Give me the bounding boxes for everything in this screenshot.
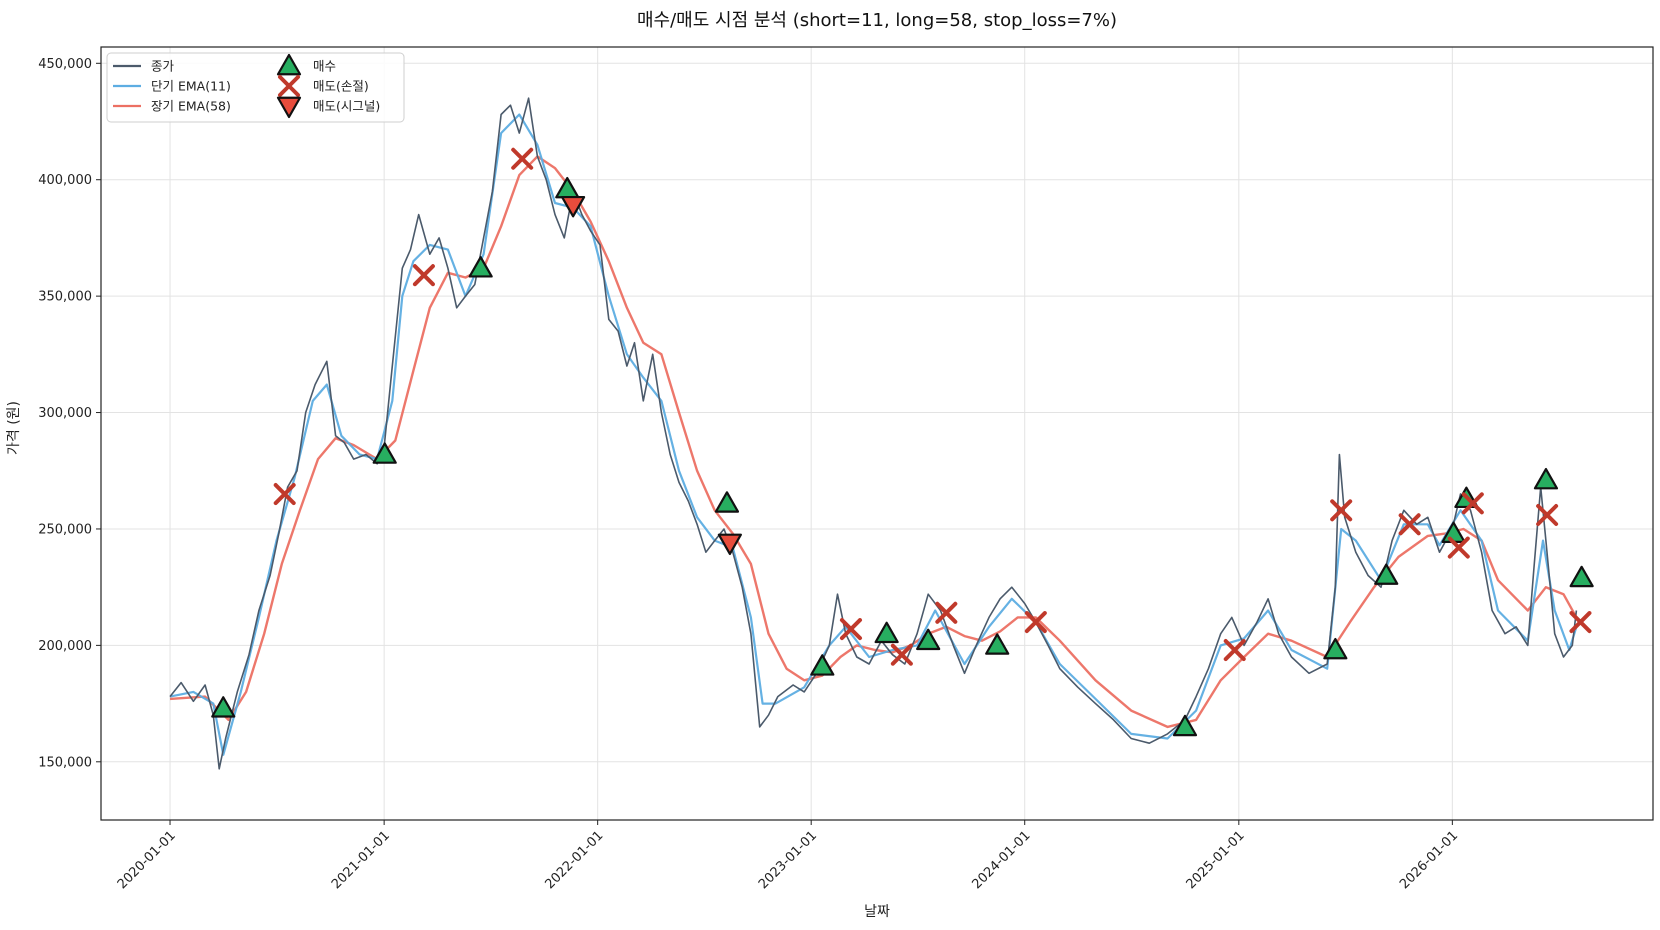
legend-label: 장기 EMA(58) [151, 99, 231, 114]
buy-marker [810, 654, 835, 676]
sell-stop-marker-stroke [1024, 611, 1047, 634]
series-close-line [169, 97, 1578, 770]
buy-marker [1323, 637, 1348, 660]
legend-label: 종가 [151, 59, 175, 74]
legend-swatch-buy [276, 53, 302, 76]
legend-label: 매수 [313, 59, 336, 74]
sell-signal-marker [717, 533, 742, 556]
plot-frame [100, 46, 1654, 821]
series-short-ema-line [169, 113, 1578, 756]
sell-stop-marker-stroke [1398, 513, 1421, 536]
sell-stop-marker [412, 264, 435, 287]
buy-marker [211, 696, 236, 718]
sell-stop-marker [273, 483, 296, 506]
y-tick-label: 400,000 [38, 173, 92, 188]
buy-marker [714, 491, 740, 513]
sell-stop-marker-stroke [839, 618, 862, 641]
x-axis-label: 날짜 [864, 904, 890, 920]
legend-label: 매도(시그널) [313, 99, 380, 114]
legend-label: 단기 EMA(11) [151, 79, 231, 94]
sell-stop-marker-stroke [511, 147, 534, 170]
y-tick-label: 450,000 [38, 57, 92, 72]
sell-stop-marker [1569, 611, 1592, 634]
sell-stop-marker [1330, 499, 1353, 522]
sell-signal-marker [560, 195, 586, 218]
y-tick-label: 150,000 [38, 755, 92, 770]
legend-swatch-sell-stop [278, 75, 300, 97]
buy-marker [916, 628, 941, 651]
sell-stop-marker-stroke [1330, 499, 1353, 522]
buy-marker [372, 442, 397, 464]
buy-marker [985, 633, 1010, 655]
sell-stop-marker [1223, 639, 1246, 662]
sell-stop-marker-stroke [1447, 536, 1470, 559]
buy-marker [1172, 714, 1198, 737]
sell-stop-marker [1461, 492, 1484, 515]
y-tick-label: 350,000 [38, 290, 92, 305]
legend-box [106, 52, 405, 123]
sell-stop-marker [1447, 536, 1470, 559]
sell-stop-marker-stroke [1461, 492, 1484, 515]
buy-marker [874, 621, 899, 644]
legend-swatch-sell-signal [276, 96, 302, 119]
buy-marker [1374, 563, 1399, 585]
sell-stop-marker-stroke [1569, 611, 1592, 634]
y-tick-label: 300,000 [38, 406, 92, 421]
sell-stop-marker-stroke [1536, 503, 1559, 526]
legend-label: 매도(손절) [313, 79, 369, 94]
sell-stop-marker [935, 601, 958, 624]
buy-marker [1533, 467, 1559, 490]
sell-stop-marker-stroke [273, 483, 296, 506]
y-tick-label: 200,000 [38, 639, 92, 654]
y-tick-label: 250,000 [38, 522, 92, 537]
sell-stop-marker [890, 643, 913, 666]
sell-stop-marker [511, 147, 534, 170]
sell-stop-marker-stroke [1223, 639, 1246, 662]
sell-stop-marker [1398, 513, 1421, 536]
sell-stop-marker-stroke [278, 75, 300, 97]
buy-marker [468, 256, 493, 278]
chart-title: 매수/매도 시점 분석 (short=11, long=58, stop_los… [637, 10, 1117, 31]
sell-stop-marker [839, 618, 862, 641]
y-axis-label: 가격 (원) [6, 401, 22, 455]
sell-stop-marker-stroke [890, 643, 913, 666]
buy-marker [1569, 565, 1594, 588]
sell-stop-marker [1024, 611, 1047, 634]
sell-stop-marker [1536, 503, 1559, 526]
sell-stop-marker-stroke [935, 601, 958, 624]
sell-stop-marker-stroke [412, 264, 435, 287]
